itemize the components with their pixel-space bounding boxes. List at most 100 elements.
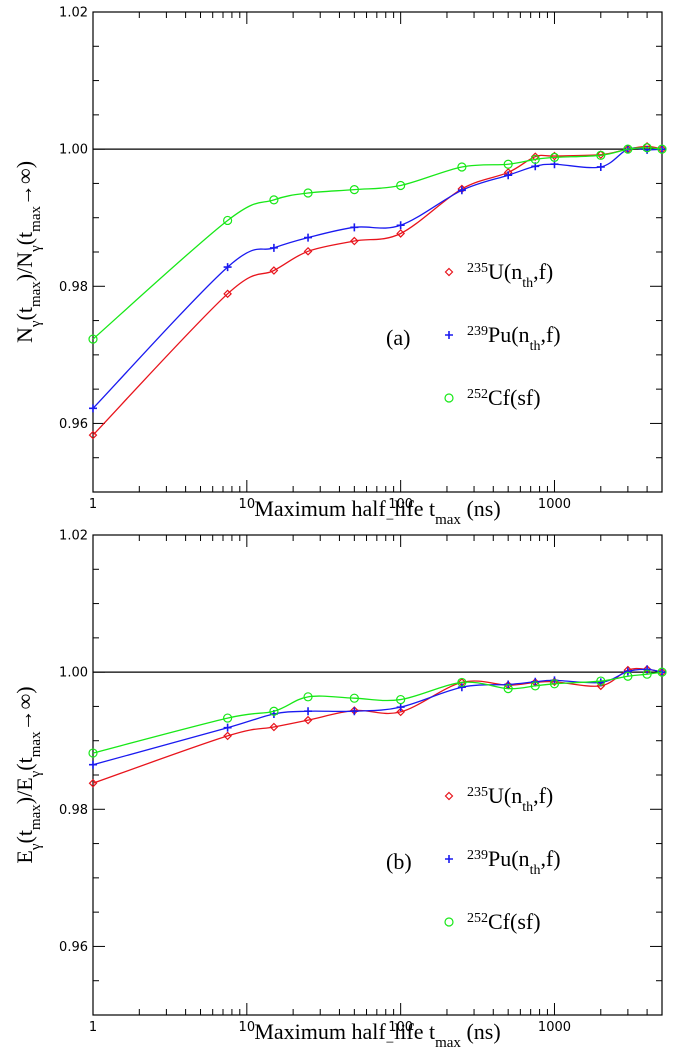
data-point [396,229,406,238]
legend-superscript: 239 [467,324,488,339]
legend-superscript: 252 [467,911,488,926]
data-point [396,707,406,717]
data-point [269,722,279,732]
panel-a: 1 10 100 10000.960.981.001.02235U(nth,f)239… [12,6,667,528]
panel-label: (a) [386,325,410,350]
legend-subscript: th [522,800,533,815]
legend-marker [445,855,453,863]
x-tick-label: 100 [388,1020,413,1035]
label-subscript: max [435,1035,461,1050]
y-axis-label: Nγ(tmax)/Nγ(tmax→∞) [12,161,44,343]
label-subscript: max [435,512,461,528]
x-tick-label: 1000 [538,497,571,512]
label-part: )/N [12,252,37,281]
data-point [269,706,279,716]
series-line [92,145,663,436]
data-point [223,731,232,741]
data-point [88,748,98,758]
data-point [269,266,279,275]
label-part: →∞) [12,686,37,731]
legend-main: U(n [488,259,522,284]
legend-marker [445,331,453,339]
legend-label: 252Cf(sf) [467,909,541,934]
data-point [623,671,633,681]
series-u235 [88,142,667,440]
label-subscript: γ [28,320,44,328]
data-point [88,430,98,440]
label-part: life t [394,496,435,521]
data-point [303,188,313,198]
y-tick-label: 1.02 [59,6,88,21]
legend-label: 239Pu(nth,f) [467,322,561,354]
x-axis-label: Maximum half−life tmax (ns) [254,1019,500,1050]
legend: 235U(nth,f)239Pu(nth,f)252Cf(sf) [444,783,561,934]
legend-main: Cf(sf) [488,385,541,410]
series-line [92,147,663,340]
label-subscript: max [28,731,44,757]
data-point [396,180,406,191]
label-part: (t [12,232,37,245]
legend-superscript: 235 [467,261,488,276]
label-subscript: γ [28,770,44,778]
label-part: Maximum half [254,496,386,521]
label-part: N [12,327,37,343]
y-tick-label: 1.00 [59,666,88,681]
legend-tail: ,f) [533,259,553,284]
legend-tail: ,f) [540,846,560,871]
legend-tail: ,f) [540,322,560,347]
legend-main: Pu(n [488,846,530,871]
legend-label: 239Pu(nth,f) [467,846,561,878]
x-ticks [92,535,663,1015]
data-point [642,143,652,153]
data-point [89,760,97,769]
data-point [504,171,513,180]
label-subscript: γ [28,245,44,253]
data-point [550,151,559,161]
legend-label: 235U(nth,f) [467,259,553,291]
x-tick-label: 10 [239,1020,256,1035]
y-axis-label: Eγ(tmax)/Eγ(tmax→∞) [12,686,44,863]
label-part: (t [12,830,37,843]
legend-main: Pu(n [488,322,530,347]
legend-marker [444,791,454,801]
data-point [89,404,97,413]
legend-subscript: th [530,863,541,878]
y-ticks [93,534,662,1016]
data-point [643,665,652,674]
label-part: E [12,850,37,863]
data-point [596,150,606,159]
data-point [223,215,233,226]
data-point [303,715,313,725]
legend-marker [444,267,454,277]
label-part: (t [12,307,37,320]
data-point [350,223,359,232]
x-tick-label: 10 [239,497,256,512]
data-point [223,263,232,272]
legend-superscript: 239 [467,848,488,863]
data-point [269,243,278,252]
series-line [92,667,663,784]
legend-superscript: 252 [467,387,488,402]
legend: 235U(nth,f) 239Pu(nth,f) 252Cf(sf) [444,259,561,410]
data-point [349,236,359,246]
x-axis-label: Maximum half−life tmax (ns) [254,496,500,528]
label-subscript: − [386,1035,394,1050]
data-point [642,669,652,679]
data-point [503,159,513,169]
data-point [457,186,466,195]
data-point [88,778,98,788]
plot-frame [92,534,663,1016]
y-ticks [93,11,662,493]
panel-label: (b) [386,849,412,874]
data-point [657,144,667,154]
legend-main: Cf(sf) [488,909,541,934]
x-ticks [92,12,663,492]
data-point [549,679,560,689]
data-point [457,162,467,172]
label-part: (ns) [461,496,501,521]
label-part: life t [394,1019,435,1044]
legend-main: U(n [488,783,522,808]
data-point [350,707,359,716]
data-point [623,144,633,154]
data-point [223,289,232,299]
